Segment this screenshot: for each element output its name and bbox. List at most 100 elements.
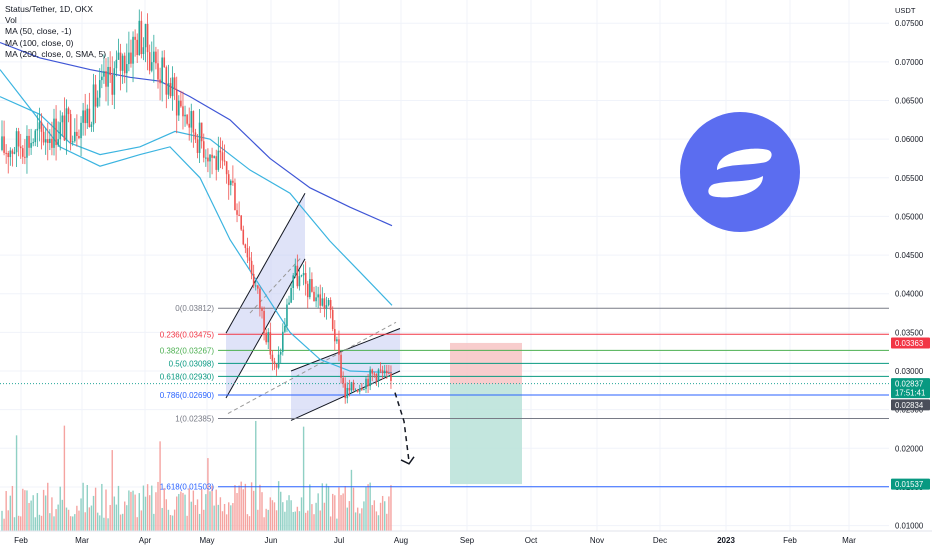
volume-bar — [319, 510, 321, 531]
volume-bar — [105, 489, 107, 531]
forecast-dashed-path — [394, 392, 410, 462]
candle-body — [155, 51, 157, 64]
volume-bar — [356, 507, 359, 531]
candle-body — [388, 373, 390, 375]
candle-body — [367, 378, 369, 387]
volume-bar — [300, 497, 303, 531]
volume-bar — [238, 485, 240, 531]
volume-bar — [59, 486, 61, 531]
volume-bar — [111, 450, 113, 531]
candle-body — [269, 332, 272, 355]
volume-bar — [184, 494, 186, 531]
volume-bar — [371, 505, 373, 531]
candle-body — [76, 131, 78, 137]
volume-bar — [119, 514, 122, 531]
indicator-ma-100[interactable]: MA (100, close, 0) — [5, 37, 74, 48]
candles — [1, 9, 392, 404]
volume-bar — [32, 495, 34, 531]
candle-body — [63, 115, 66, 141]
candle-body — [163, 57, 166, 68]
volume-bar — [354, 512, 357, 531]
candle-body — [178, 100, 180, 116]
volume-bar — [298, 511, 301, 531]
volume-bar — [188, 488, 190, 531]
candle-body — [13, 152, 16, 154]
volume-bar — [242, 489, 244, 531]
volume-bar — [167, 509, 170, 531]
candle-body — [261, 308, 263, 311]
volume-bar — [386, 513, 388, 531]
volume-bar — [228, 502, 230, 531]
volume-bar — [221, 511, 224, 531]
volume-bar — [88, 507, 91, 531]
forecast-arrowhead — [400, 456, 415, 465]
candle-body — [167, 83, 170, 95]
volume-bar — [240, 481, 242, 531]
volume-bar — [340, 495, 342, 531]
volume-bar — [157, 481, 159, 531]
candle-body — [381, 370, 384, 374]
indicator-ma-50[interactable]: MA (50, close, -1) — [5, 26, 72, 37]
volume-bar — [55, 509, 57, 531]
volume-bar — [327, 486, 330, 531]
indicator-vol[interactable]: Vol — [5, 15, 17, 26]
volume-bar — [126, 505, 128, 531]
time-axis[interactable]: Feb Mar Apr May Jun Jul Aug Sep Oct Nov Dec 2023 Feb… — [0, 530, 932, 550]
candle-body — [250, 260, 253, 274]
volume-bar — [26, 490, 28, 531]
candle-body — [165, 67, 168, 95]
candle-body — [153, 51, 155, 63]
candle-body — [390, 373, 392, 381]
volume-bar — [140, 510, 143, 531]
time-tick-label: 2023 — [717, 536, 735, 545]
candle-body — [205, 157, 207, 159]
volume-bar — [363, 501, 365, 531]
volume-bar — [159, 441, 161, 531]
price-axis[interactable]: USDT 0.07500 0.07000 0.06500 0.06000 0.05500 0… — [889, 0, 932, 550]
volume-bar — [213, 505, 215, 531]
volume-bar — [325, 483, 328, 531]
candle-body — [286, 304, 288, 326]
time-tick-label: Aug — [394, 536, 408, 545]
candle-body — [175, 89, 178, 116]
price-tick-label: 0.04500 — [895, 251, 924, 260]
candle-body — [240, 215, 242, 230]
candle-body — [96, 97, 99, 107]
candle-body — [134, 36, 136, 40]
candle-body — [11, 150, 14, 154]
volume-bar — [209, 491, 211, 531]
candle-body — [196, 139, 199, 153]
candle-body — [40, 122, 43, 132]
candle-body — [202, 141, 205, 158]
volume-bar — [277, 481, 280, 531]
candle-body — [213, 156, 215, 158]
volume-bar — [103, 517, 105, 531]
price-tick-label: 0.04000 — [895, 290, 924, 299]
volume-bar — [348, 501, 351, 531]
time-tick-label: Feb — [783, 536, 797, 545]
candle-body — [115, 59, 118, 69]
candle-body — [180, 100, 182, 107]
volume-bar — [134, 494, 136, 531]
candle-body — [71, 141, 74, 143]
logo-lower-shape — [708, 176, 763, 198]
candle-body — [306, 283, 309, 298]
volume-bar — [86, 484, 88, 531]
candle-body — [103, 71, 105, 77]
volume-bar — [284, 511, 286, 531]
candle-body — [323, 298, 326, 310]
volume-bar — [169, 514, 172, 531]
channel-line — [225, 192, 306, 334]
volume-bar — [342, 493, 344, 531]
volume-bar — [323, 502, 326, 531]
indicator-ma-200[interactable]: MA (200, close, 0, SMA, 5) — [5, 48, 107, 59]
volume-bar — [176, 496, 178, 531]
volume-bar — [61, 499, 64, 531]
volume-bar — [63, 425, 66, 531]
candle-body — [327, 300, 330, 306]
time-axis-bg — [0, 531, 932, 550]
time-tick-label: Dec — [653, 536, 667, 545]
volume-bar — [207, 458, 209, 531]
